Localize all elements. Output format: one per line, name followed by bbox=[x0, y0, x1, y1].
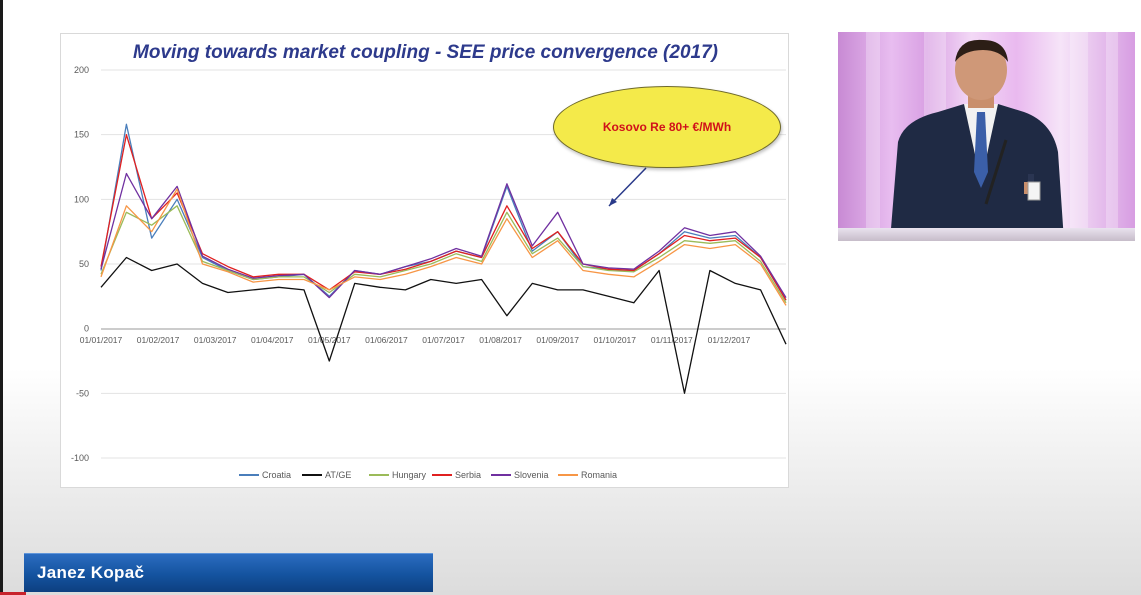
x-tick-label: 01/09/2017 bbox=[536, 335, 579, 345]
y-tick-label: -100 bbox=[71, 453, 89, 463]
kosovo-callout: Kosovo Re 80+ €/MWh bbox=[553, 86, 781, 168]
callout-arrowhead bbox=[609, 198, 617, 206]
price-chart: 200 150 100 50 0 -50 -100 01/01/2017 01/02/2017 0… bbox=[71, 65, 787, 480]
window-left-edge bbox=[0, 0, 3, 595]
y-tick-label: -50 bbox=[76, 388, 89, 398]
x-tick-label: 01/08/2017 bbox=[479, 335, 522, 345]
legend-label: Croatia bbox=[262, 470, 291, 480]
legend-label: Serbia bbox=[455, 470, 481, 480]
speaker-video bbox=[838, 32, 1135, 241]
series-line-slovenia bbox=[100, 172, 787, 299]
slide-title: Moving towards market coupling - SEE pri… bbox=[133, 42, 718, 63]
y-tick-label: 100 bbox=[74, 194, 89, 204]
y-tick-label: 0 bbox=[84, 324, 89, 334]
x-tick-label: 01/07/2017 bbox=[422, 335, 465, 345]
x-tick-label: 01/03/2017 bbox=[194, 335, 237, 345]
x-tick-label: 01/10/2017 bbox=[593, 335, 636, 345]
series-line-hungary bbox=[100, 205, 787, 304]
legend-label: Romania bbox=[581, 470, 617, 480]
series-line-romania bbox=[100, 188, 787, 306]
x-tick-label: 01/12/2017 bbox=[708, 335, 751, 345]
speaker-name: Janez Kopač bbox=[37, 563, 145, 582]
legend-label: AT/GE bbox=[325, 470, 351, 480]
callout-text: Kosovo Re 80+ €/MWh bbox=[602, 120, 732, 134]
podium bbox=[838, 228, 1135, 241]
x-tick-label: 01/01/2017 bbox=[80, 335, 123, 345]
speaker-figure bbox=[890, 39, 1064, 241]
presentation-slide: 200 150 100 50 0 -50 -100 01/01/2017 01/02/2017 0… bbox=[60, 33, 789, 488]
legend-label: Slovenia bbox=[514, 470, 549, 480]
y-tick-label: 150 bbox=[74, 130, 89, 140]
legend-label: Hungary bbox=[392, 470, 427, 480]
series-line-serbia bbox=[100, 134, 787, 301]
x-tick-label: 01/05/2017 bbox=[308, 335, 351, 345]
y-tick-label: 50 bbox=[79, 259, 89, 269]
callout-arrow bbox=[608, 167, 647, 207]
x-tick-label: 01/04/2017 bbox=[251, 335, 294, 345]
lower-third-banner: Janez Kopač bbox=[24, 553, 433, 592]
x-tick-label: 01/02/2017 bbox=[137, 335, 180, 345]
series-line-atge bbox=[100, 256, 787, 394]
y-tick-label: 200 bbox=[74, 65, 89, 75]
x-tick-label: 01/11/2017 bbox=[651, 335, 693, 345]
corner-mark bbox=[0, 592, 26, 595]
x-tick-label: 01/06/2017 bbox=[365, 335, 408, 345]
